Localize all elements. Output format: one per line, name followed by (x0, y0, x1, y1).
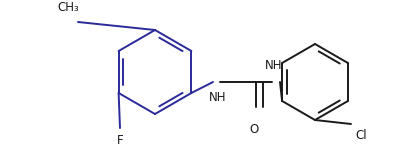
Text: Cl: Cl (355, 129, 367, 142)
Text: F: F (117, 134, 123, 147)
Text: CH₃: CH₃ (57, 1, 79, 14)
Text: NH: NH (265, 59, 283, 72)
Text: O: O (249, 123, 259, 136)
Text: NH: NH (209, 91, 227, 104)
